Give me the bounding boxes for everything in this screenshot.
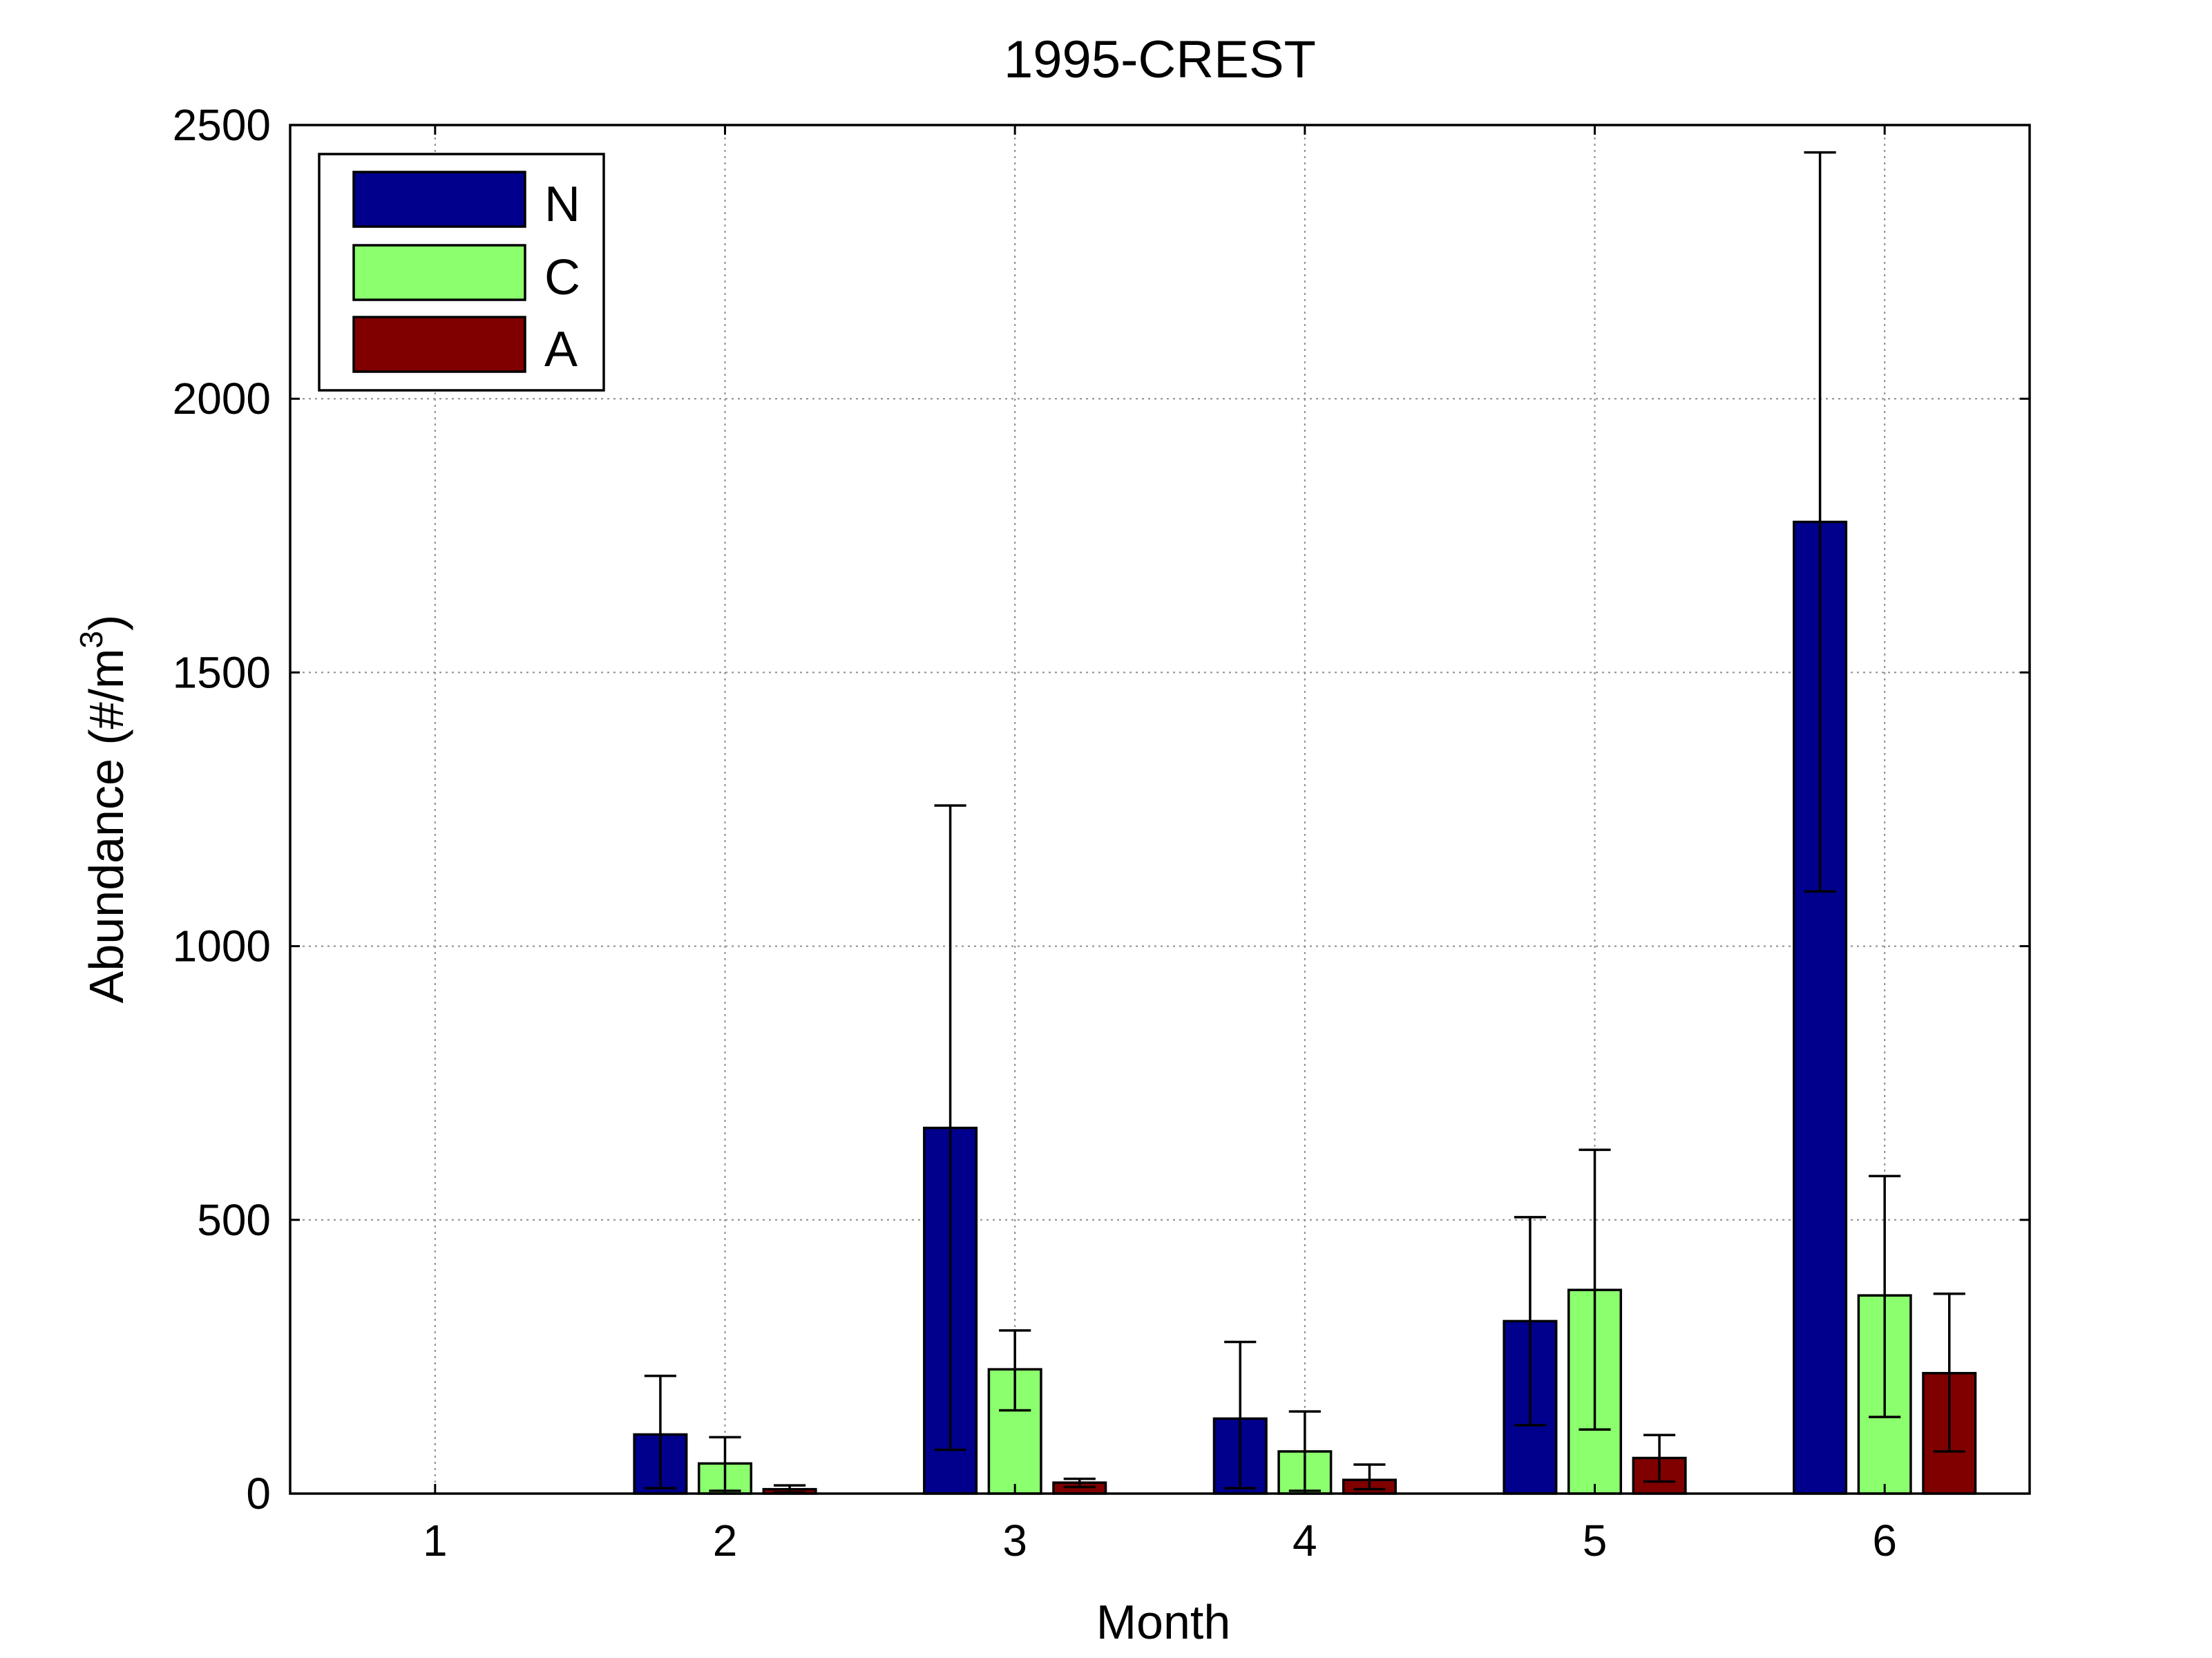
error-bar-c-month-5 <box>1579 1148 1611 1431</box>
x-tick-label: 5 <box>1583 1516 1608 1565</box>
error-bar-c-month-6 <box>1869 1174 1901 1418</box>
grid-lines <box>290 125 2030 1494</box>
x-tick-label: 2 <box>713 1516 738 1565</box>
legend-swatch-c <box>352 244 526 301</box>
y-tick-label: 0 <box>246 1469 271 1518</box>
x-tick-label: 4 <box>1293 1516 1317 1565</box>
legend-label-c: C <box>544 250 580 305</box>
chart-title: 1995-CREST <box>1004 30 1316 89</box>
y-tick-label: 500 <box>197 1195 271 1245</box>
y-axis-title-suffix: ) <box>79 615 133 631</box>
plot-frame <box>289 124 2031 1495</box>
y-axis-title: Abundance (#/m3) <box>73 615 133 1004</box>
error-bar-a-month-5 <box>1643 1433 1676 1483</box>
error-bar-a-month-3 <box>1063 1477 1096 1489</box>
x-tick-label: 1 <box>423 1516 448 1565</box>
error-bar-a-month-4 <box>1353 1463 1386 1491</box>
error-bar-a-month-6 <box>1933 1293 1965 1453</box>
error-bar-c-month-3 <box>999 1329 1031 1412</box>
legend-swatch-n <box>352 171 526 228</box>
error-bar-n-month-3 <box>934 804 966 1451</box>
y-axis-ticks: 0 500 1000 1500 2000 2500 <box>173 100 2030 1518</box>
legend-label-a: A <box>544 322 578 377</box>
legend-swatch-a <box>352 316 526 373</box>
error-bar-n-month-6 <box>1804 151 1836 893</box>
error-bar-n-month-4 <box>1224 1340 1257 1489</box>
x-tick-label: 3 <box>1002 1516 1027 1565</box>
error-bar-n-month-2 <box>644 1374 676 1489</box>
legend-label-n: N <box>544 177 580 232</box>
x-axis-title: Month <box>1096 1595 1231 1649</box>
y-axis-title-superscript: 3 <box>73 631 109 649</box>
x-axis-ticks: 1 2 3 4 5 6 <box>423 125 1897 1565</box>
y-tick-label: 2500 <box>173 100 271 150</box>
y-tick-label: 1000 <box>173 922 271 971</box>
y-tick-label: 2000 <box>173 374 271 423</box>
x-tick-label: 6 <box>1872 1516 1897 1565</box>
y-axis-title-text: Abundance (#/m <box>79 649 133 1004</box>
legend: N C A <box>318 153 605 392</box>
y-tick-label: 1500 <box>173 647 271 697</box>
error-bar-n-month-5 <box>1514 1216 1546 1427</box>
